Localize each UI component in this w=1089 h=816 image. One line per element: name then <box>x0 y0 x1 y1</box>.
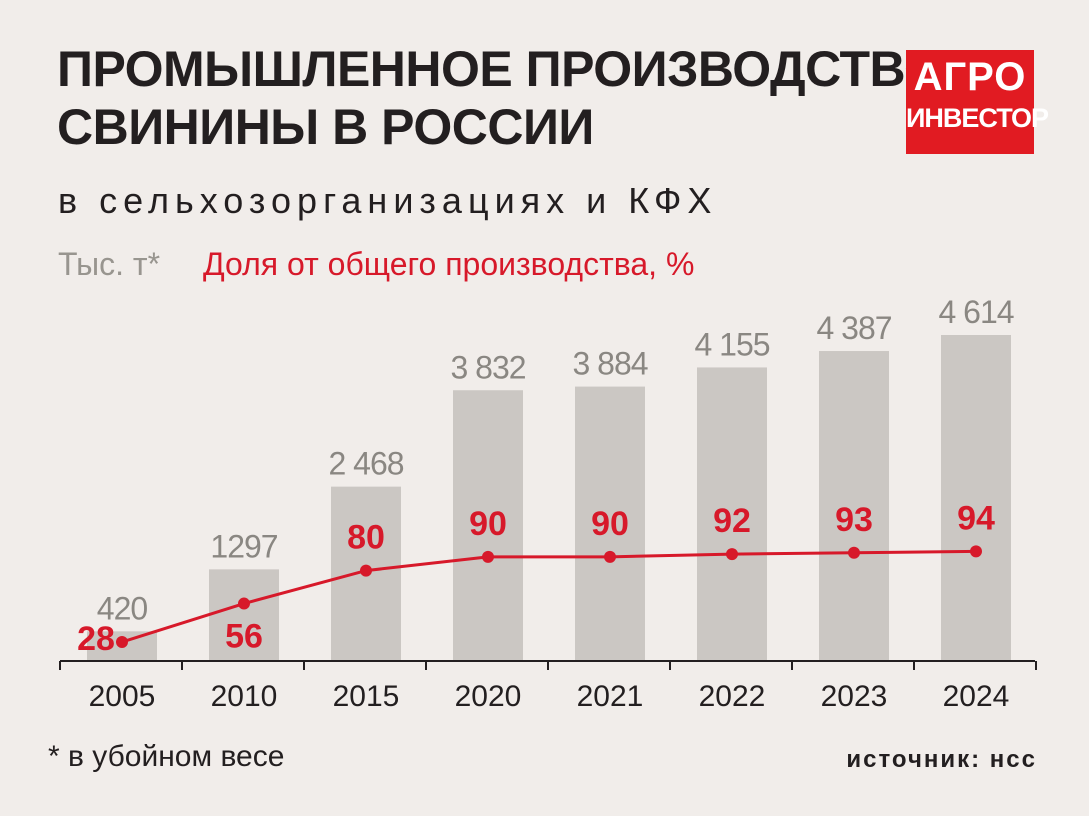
share-point-2021 <box>604 550 616 563</box>
share-point-2010 <box>238 597 250 610</box>
x-tick-label-2024: 2024 <box>943 680 1010 713</box>
share-series-line <box>121 549 977 644</box>
share-point-2024 <box>970 545 982 558</box>
title-line-2: СВИНИНЫ В РОССИИ <box>57 99 594 155</box>
x-tick-label-2023: 2023 <box>821 680 888 713</box>
bar-value-label-2022: 4 155 <box>694 326 769 362</box>
source-note: источник: нсс <box>846 746 1037 773</box>
share-value-label-2021: 90 <box>591 505 629 543</box>
logo-line-2: ИНВЕСТОР <box>906 103 1049 133</box>
chart-title: ПРОМЫШЛЕННОЕ ПРОИЗВОДСТВО СВИНИНЫ В РОСС… <box>57 40 943 156</box>
x-tick-label-2005: 2005 <box>89 680 156 713</box>
bar-value-label-2024: 4 614 <box>938 294 1013 330</box>
x-tick-label-2010: 2010 <box>211 680 278 713</box>
bar-value-label-2021: 3 884 <box>572 346 647 382</box>
share-value-label-2022: 92 <box>713 502 751 540</box>
x-tick-label-2021: 2021 <box>577 680 644 713</box>
logo-line-1: АГРО <box>913 55 1027 99</box>
bar-value-label-2023: 4 387 <box>816 310 891 346</box>
share-point-2023 <box>848 546 860 559</box>
share-value-label-2015: 80 <box>347 519 385 557</box>
bar-2020 <box>453 390 523 661</box>
share-point-2015 <box>360 564 372 577</box>
chart-subtitle: в сельхозорганизациях и КФХ <box>58 180 718 221</box>
share-value-label-2010: 56 <box>225 618 263 656</box>
legend-unit-label: Тыс. т* <box>58 246 161 282</box>
bar-2022 <box>697 367 767 661</box>
agroinvestor-logo: АГРО ИНВЕСТОР <box>906 50 1049 154</box>
bar-value-label-2005: 420 <box>97 590 148 626</box>
share-point-2005 <box>116 636 128 648</box>
bar-2010 <box>209 569 279 661</box>
title-line-1: ПРОМЫШЛЕННОЕ ПРОИЗВОДСТВО <box>57 41 943 97</box>
share-value-label-2024: 94 <box>957 499 995 537</box>
x-tick-label-2022: 2022 <box>699 680 766 713</box>
legend-share-label: Доля от общего производства, % <box>203 246 695 282</box>
share-point-2020 <box>482 550 494 563</box>
bar-2021 <box>575 386 645 661</box>
share-value-label-2023: 93 <box>835 501 873 539</box>
share-value-label-2005: 28 <box>77 620 115 658</box>
bar-value-label-2010: 1297 <box>210 528 277 564</box>
footnote: * в убойном весе <box>48 740 285 773</box>
x-tick-label-2020: 2020 <box>455 680 522 713</box>
bar-2024 <box>941 335 1011 661</box>
bar-2023 <box>819 351 889 661</box>
share-value-label-2020: 90 <box>469 505 507 543</box>
share-point-2022 <box>726 548 738 561</box>
bar-value-label-2015: 2 468 <box>328 446 403 482</box>
bar-value-label-2020: 3 832 <box>450 349 525 385</box>
x-tick-label-2015: 2015 <box>333 680 400 713</box>
